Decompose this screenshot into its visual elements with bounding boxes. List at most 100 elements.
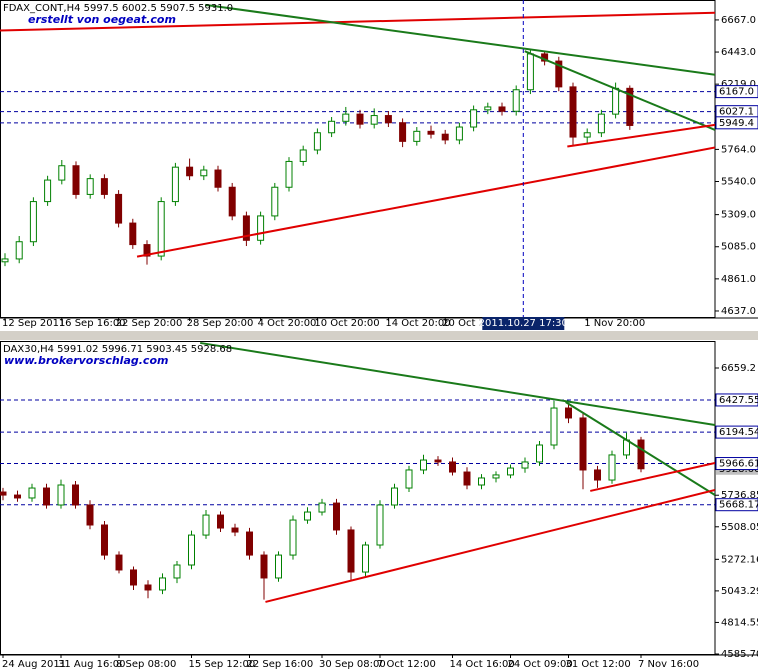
level-label: 6194.54: [719, 427, 758, 438]
x-tick-label: 1 Nov 20:00: [584, 318, 645, 329]
candle-body: [44, 179, 52, 203]
candle-body: [188, 534, 195, 566]
candle-body: [246, 531, 253, 556]
level-box: [715, 498, 758, 512]
candle-body: [271, 186, 279, 217]
y-tick-label: 4637.0: [721, 306, 756, 317]
trendline: [200, 341, 715, 426]
x-tick-label: 24 Oct 09:00: [508, 659, 573, 670]
candle-body: [612, 87, 620, 115]
candle-body: [434, 459, 442, 463]
x-tick-label: 22 Sep 20:00: [116, 318, 183, 329]
y-tick-label: 6219.0: [721, 79, 756, 90]
x-tick-label: 24 Aug 2011: [2, 659, 66, 670]
x-tick-label: 31 Aug 16:00: [58, 659, 125, 670]
candle-body: [242, 215, 250, 241]
candle-body: [405, 469, 413, 489]
crosshair-label: 2011.10.27 17:30: [479, 318, 568, 329]
x-tick-label: 31 Oct 12:00: [566, 659, 631, 670]
candle-body: [299, 149, 307, 162]
y-tick-label: 5540.0: [721, 177, 756, 188]
candle-body: [58, 165, 66, 181]
level-label: 5668.17: [719, 500, 758, 511]
candle-body: [478, 477, 485, 486]
candle-body: [484, 106, 492, 111]
y-tick-label: 5043.29: [721, 586, 758, 597]
candle-body: [521, 461, 529, 469]
candle-body: [186, 166, 194, 177]
candle-body: [43, 487, 50, 506]
trendline: [524, 50, 715, 131]
candle-body: [626, 87, 634, 126]
candle-body: [202, 514, 210, 536]
candle-body: [129, 222, 137, 246]
level-box: [715, 116, 758, 130]
candle-body: [100, 178, 108, 195]
candle-body: [15, 241, 23, 260]
candle-body: [370, 115, 378, 125]
candle-body: [115, 554, 123, 571]
level-box: [715, 457, 758, 471]
trendline: [565, 401, 715, 496]
chart-title: FDAX_CONT,H4 5997.5 6002.5 5907.5 5931.0: [3, 3, 233, 14]
watermark: erstellt von oegeat.com: [28, 13, 176, 26]
candle-body: [285, 160, 293, 188]
x-tick-label: 10 Oct 20:00: [314, 318, 379, 329]
x-tick-label: 30 Sep 08:00: [319, 659, 386, 670]
candle-body: [157, 201, 165, 257]
chart-title: DAX30,H4 5991.02 5996.71 5903.45 5928.68: [3, 344, 232, 355]
candle-body: [159, 577, 166, 591]
candle-body: [101, 524, 108, 556]
candle-body: [565, 407, 572, 419]
candle-body: [449, 461, 456, 473]
candle-body: [391, 487, 398, 506]
candle-body: [29, 201, 37, 243]
candle-body: [143, 244, 151, 257]
candle-body: [214, 169, 222, 188]
y-tick-label: 6443.0: [721, 47, 756, 58]
y-tick-label: 4585.70: [721, 649, 758, 660]
candle-body: [376, 504, 384, 546]
x-tick-label: 4 Oct 20:00: [258, 318, 317, 329]
y-tick-label: 5272.16: [721, 554, 758, 565]
y-tick-label: 5085.0: [721, 242, 756, 253]
level-label: 5949.4: [719, 118, 754, 129]
candle-body: [318, 502, 326, 513]
level-label: 6427.55: [719, 395, 758, 406]
candle-body: [173, 564, 181, 579]
trendline: [0, 11, 715, 32]
candle-body: [130, 569, 137, 586]
candle-body: [86, 504, 94, 526]
y-tick-label: 6659.2: [721, 363, 756, 374]
candle-body: [304, 511, 311, 521]
candle-body: [362, 544, 369, 573]
y-tick-label: 5309.0: [721, 210, 756, 221]
candle-body: [569, 86, 577, 138]
y-tick-label: 5508.05: [721, 522, 758, 533]
x-tick-label: 14 Oct 20:00: [385, 318, 450, 329]
level-label: 5966.61: [719, 459, 758, 470]
x-tick-label: 28 Sep 20:00: [187, 318, 254, 329]
trendline: [567, 123, 715, 148]
candle-body: [498, 106, 506, 112]
x-tick-label: 8 Sep 08:00: [116, 659, 176, 670]
candle-body: [333, 502, 340, 531]
candle-body: [597, 113, 605, 134]
candle-body: [356, 113, 364, 125]
candle-body: [427, 130, 435, 135]
x-tick-label: 12 Sep 2011: [2, 318, 65, 329]
candle-body: [86, 178, 94, 195]
level-box: [715, 425, 758, 439]
candle-body: [144, 584, 152, 591]
level-box: [715, 393, 758, 407]
trendline: [205, 3, 715, 76]
candle-body: [420, 459, 427, 471]
candle-body: [313, 132, 321, 151]
candle-body: [328, 120, 336, 134]
level-box: [715, 85, 758, 99]
candle-body: [583, 132, 591, 138]
candle-body: [228, 186, 236, 217]
candle-body: [579, 417, 587, 471]
candle-body: [115, 193, 123, 224]
